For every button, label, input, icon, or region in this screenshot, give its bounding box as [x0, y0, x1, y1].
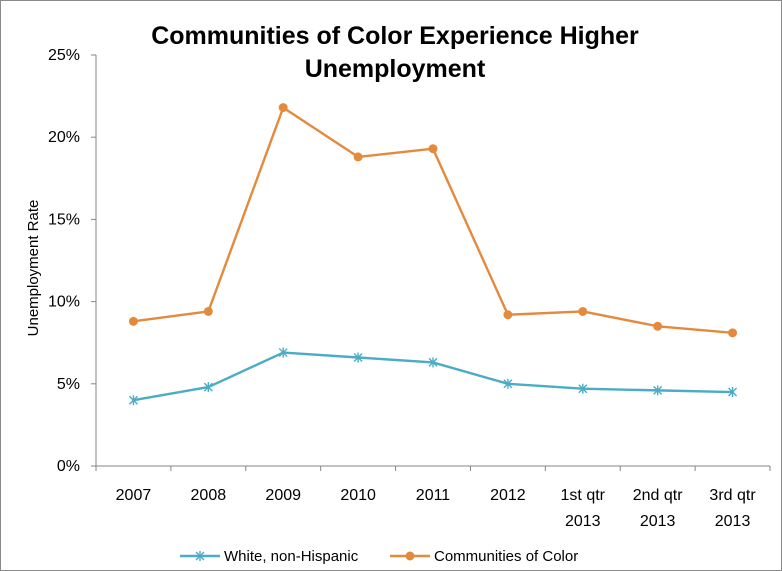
data-point [353, 152, 363, 162]
legend: White, non-Hispanic Communities of Color [180, 548, 578, 565]
y-tick-labels: 0% 5% 10% 15% 20% 25% [48, 47, 80, 475]
data-point [128, 316, 138, 326]
x-tick-label: 2013 [640, 513, 676, 530]
x-tick-label: 2010 [340, 487, 376, 504]
chart-title-line-2: Unemployment [305, 55, 486, 83]
data-point [728, 387, 738, 398]
series-lines [128, 103, 738, 406]
chart-title: Communities of Color Experience Higher Un… [151, 22, 639, 83]
data-point [278, 347, 288, 358]
x-tick-label: 3rd qtr [709, 487, 756, 504]
legend-marker [195, 551, 205, 561]
data-point [278, 103, 288, 113]
legend-marker [405, 551, 415, 561]
x-tick-labels: 2007 2008 2009 2010 2011 2012 1st qtr 2013 2nd q… [116, 487, 757, 530]
data-point [428, 357, 438, 368]
y-tick-label: 25% [48, 47, 80, 64]
y-tick-label: 5% [57, 376, 80, 393]
legend-label: White, non-Hispanic [224, 548, 359, 565]
data-point [653, 385, 663, 396]
chart-axes [91, 54, 771, 471]
x-tick-label: 1st qtr [561, 487, 606, 504]
data-point [578, 383, 588, 394]
data-point [203, 382, 213, 393]
x-tick-label: 2008 [191, 487, 227, 504]
data-point [203, 306, 213, 316]
x-tick-label: 2nd qtr [633, 487, 683, 504]
x-tick-label: 2013 [565, 513, 601, 530]
legend-label: Communities of Color [434, 548, 578, 565]
chart-title-line-1: Communities of Color Experience Higher [151, 22, 639, 50]
data-point [128, 395, 138, 406]
x-tick-label: 2009 [265, 487, 301, 504]
y-tick-label: 15% [48, 211, 80, 228]
y-axis-label: Unemployment Rate [25, 200, 42, 337]
data-point [578, 306, 588, 316]
series-line-2 [133, 106, 733, 335]
data-point [503, 378, 513, 389]
data-point [728, 328, 738, 338]
x-tick-label: 2012 [490, 487, 526, 504]
y-tick-label: 0% [57, 458, 80, 475]
x-tick-label: 2013 [715, 513, 751, 530]
x-tick-label: 2007 [116, 487, 152, 504]
y-tick-label: 10% [48, 294, 80, 311]
x-tick-label: 2011 [416, 487, 451, 504]
y-tick-label: 20% [48, 129, 80, 146]
data-point [428, 144, 438, 154]
data-point [653, 321, 663, 331]
data-point [353, 352, 363, 363]
data-point [503, 310, 513, 320]
